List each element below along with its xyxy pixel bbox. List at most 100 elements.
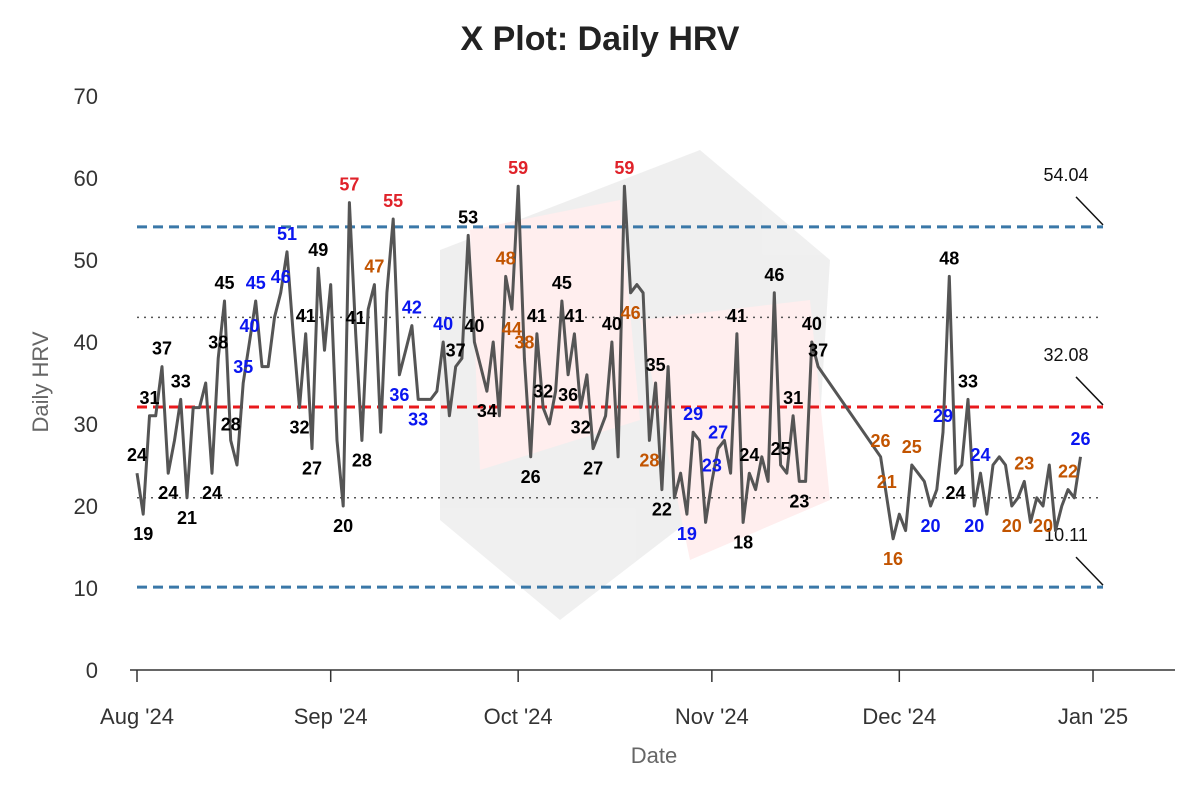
data-label: 35: [646, 355, 666, 375]
data-label: 48: [496, 248, 516, 268]
data-label: 35: [233, 357, 253, 377]
data-label: 41: [727, 306, 747, 326]
y-axis: 0 10 20 30 40 50 60 70: [74, 84, 98, 683]
data-label: 28: [639, 450, 659, 470]
data-label: 24: [946, 483, 966, 503]
data-label: 41: [527, 306, 547, 326]
data-label: 33: [408, 409, 428, 429]
data-label: 29: [933, 406, 953, 426]
x-axis-label: Date: [631, 743, 677, 768]
data-label: 49: [308, 240, 328, 260]
data-label: 32: [289, 418, 309, 438]
reference-label-upper-limit: 54.04: [1043, 165, 1088, 185]
data-label: 23: [789, 491, 809, 511]
x-tick-label: Dec '24: [862, 704, 936, 729]
data-label: 42: [402, 298, 422, 318]
x-tick-label: Jan '25: [1058, 704, 1128, 729]
x-tick-label: Aug '24: [100, 704, 174, 729]
data-label: 59: [614, 158, 634, 178]
data-label: 45: [246, 273, 266, 293]
data-label: 41: [296, 306, 316, 326]
data-label: 40: [802, 314, 822, 334]
data-label: 26: [1070, 429, 1090, 449]
y-tick-label: 0: [86, 658, 98, 683]
hrv-series-line: [135, 184, 1082, 541]
x-tick-label: Oct '24: [484, 704, 553, 729]
y-tick-label: 20: [74, 494, 98, 519]
data-label: 20: [1002, 516, 1022, 536]
data-label: 45: [214, 273, 234, 293]
data-label: 47: [364, 257, 384, 277]
data-label: 19: [677, 524, 697, 544]
data-label: 33: [171, 371, 191, 391]
y-tick-label: 70: [74, 84, 98, 109]
y-tick-label: 40: [74, 330, 98, 355]
data-label: 20: [964, 516, 984, 536]
data-label: 55: [383, 191, 403, 211]
data-label: 24: [739, 445, 759, 465]
chart-title: X Plot: Daily HRV: [461, 20, 740, 58]
data-label: 20: [333, 516, 353, 536]
data-label: 27: [708, 423, 728, 443]
data-label: 34: [477, 401, 497, 421]
data-label: 19: [133, 524, 153, 544]
data-label: 22: [1058, 462, 1078, 482]
data-label: 24: [158, 483, 178, 503]
data-label: 26: [521, 467, 541, 487]
data-label: 37: [152, 339, 172, 359]
data-label: 24: [127, 445, 147, 465]
data-label: 46: [621, 303, 641, 323]
data-label: 21: [877, 472, 897, 492]
reference-leader-lower-limit: [1075, 556, 1104, 586]
data-label: 20: [921, 516, 941, 536]
data-label: 40: [433, 314, 453, 334]
data-label: 37: [808, 341, 828, 361]
data-label: 18: [733, 532, 753, 552]
data-label: 24: [202, 483, 222, 503]
data-label: 59: [508, 158, 528, 178]
data-label: 44: [502, 319, 522, 339]
y-tick-label: 30: [74, 412, 98, 437]
data-label: 27: [302, 459, 322, 479]
data-label: 32: [533, 382, 553, 402]
data-label: 29: [683, 404, 703, 424]
data-label: 36: [389, 385, 409, 405]
data-label: 45: [552, 273, 572, 293]
data-label: 51: [277, 224, 297, 244]
data-label: 22: [652, 500, 672, 520]
data-label: 21: [177, 508, 197, 528]
data-label: 23: [702, 455, 722, 475]
x-axis: Aug '24 Sep '24 Oct '24 Nov '24 Dec '24 Jan '…: [100, 669, 1175, 729]
y-tick-label: 60: [74, 166, 98, 191]
y-axis-label: Daily HRV: [28, 331, 53, 432]
reference-leader-upper-limit: [1075, 196, 1104, 226]
x-tick-label: Nov '24: [675, 704, 749, 729]
data-label: 26: [871, 431, 891, 451]
data-label: 20: [1033, 516, 1053, 536]
data-label: 33: [958, 371, 978, 391]
data-label: 23: [1014, 453, 1034, 473]
data-label: 41: [564, 306, 584, 326]
data-label: 38: [208, 332, 228, 352]
x-tick-label: Sep '24: [294, 704, 368, 729]
data-label: 53: [458, 207, 478, 227]
reference-label-mean: 32.08: [1043, 345, 1088, 365]
data-label: 28: [352, 450, 372, 470]
data-label: 32: [571, 418, 591, 438]
data-label: 28: [221, 414, 241, 434]
data-label: 24: [971, 445, 991, 465]
data-label: 46: [271, 267, 291, 287]
data-label: 41: [346, 308, 366, 328]
data-label: 16: [883, 549, 903, 569]
data-label: 31: [783, 388, 803, 408]
data-label: 25: [902, 437, 922, 457]
data-label: 40: [239, 316, 259, 336]
data-label: 38: [514, 332, 534, 352]
y-tick-label: 50: [74, 248, 98, 273]
data-label: 31: [139, 388, 159, 408]
data-label: 48: [939, 248, 959, 268]
data-label: 36: [558, 385, 578, 405]
y-tick-label: 10: [74, 576, 98, 601]
